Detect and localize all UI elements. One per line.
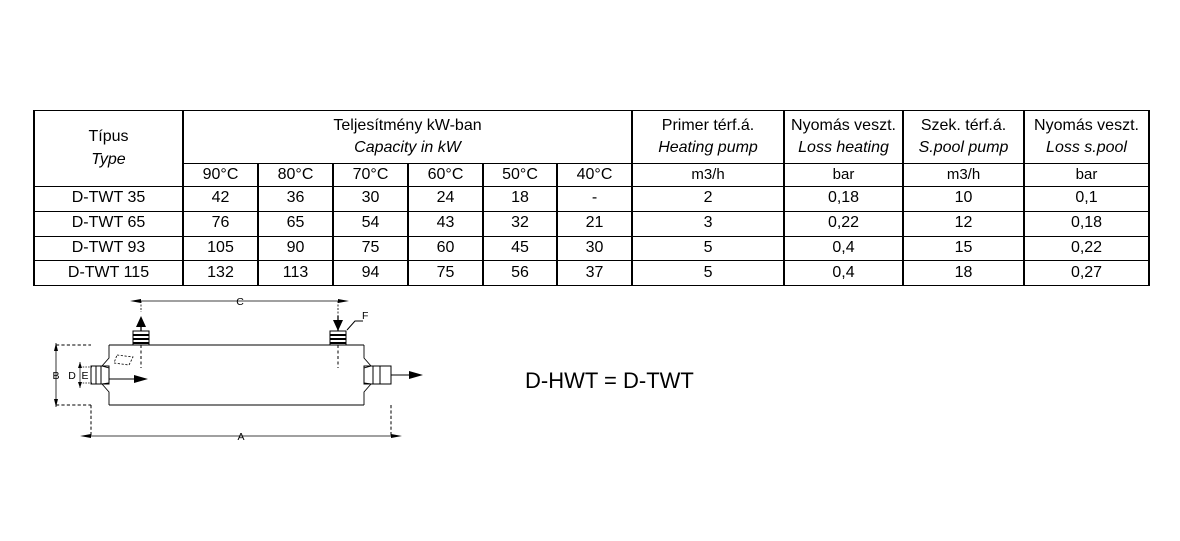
svg-text:B: B [52,370,59,382]
svg-text:D-HWT = D-TWT: D-HWT = D-TWT [525,368,694,393]
svg-text:D: D [68,370,76,382]
svg-text:E: E [81,370,88,382]
svg-text:F: F [362,310,368,322]
svg-text:A: A [237,431,244,443]
svg-text:C: C [236,296,244,308]
